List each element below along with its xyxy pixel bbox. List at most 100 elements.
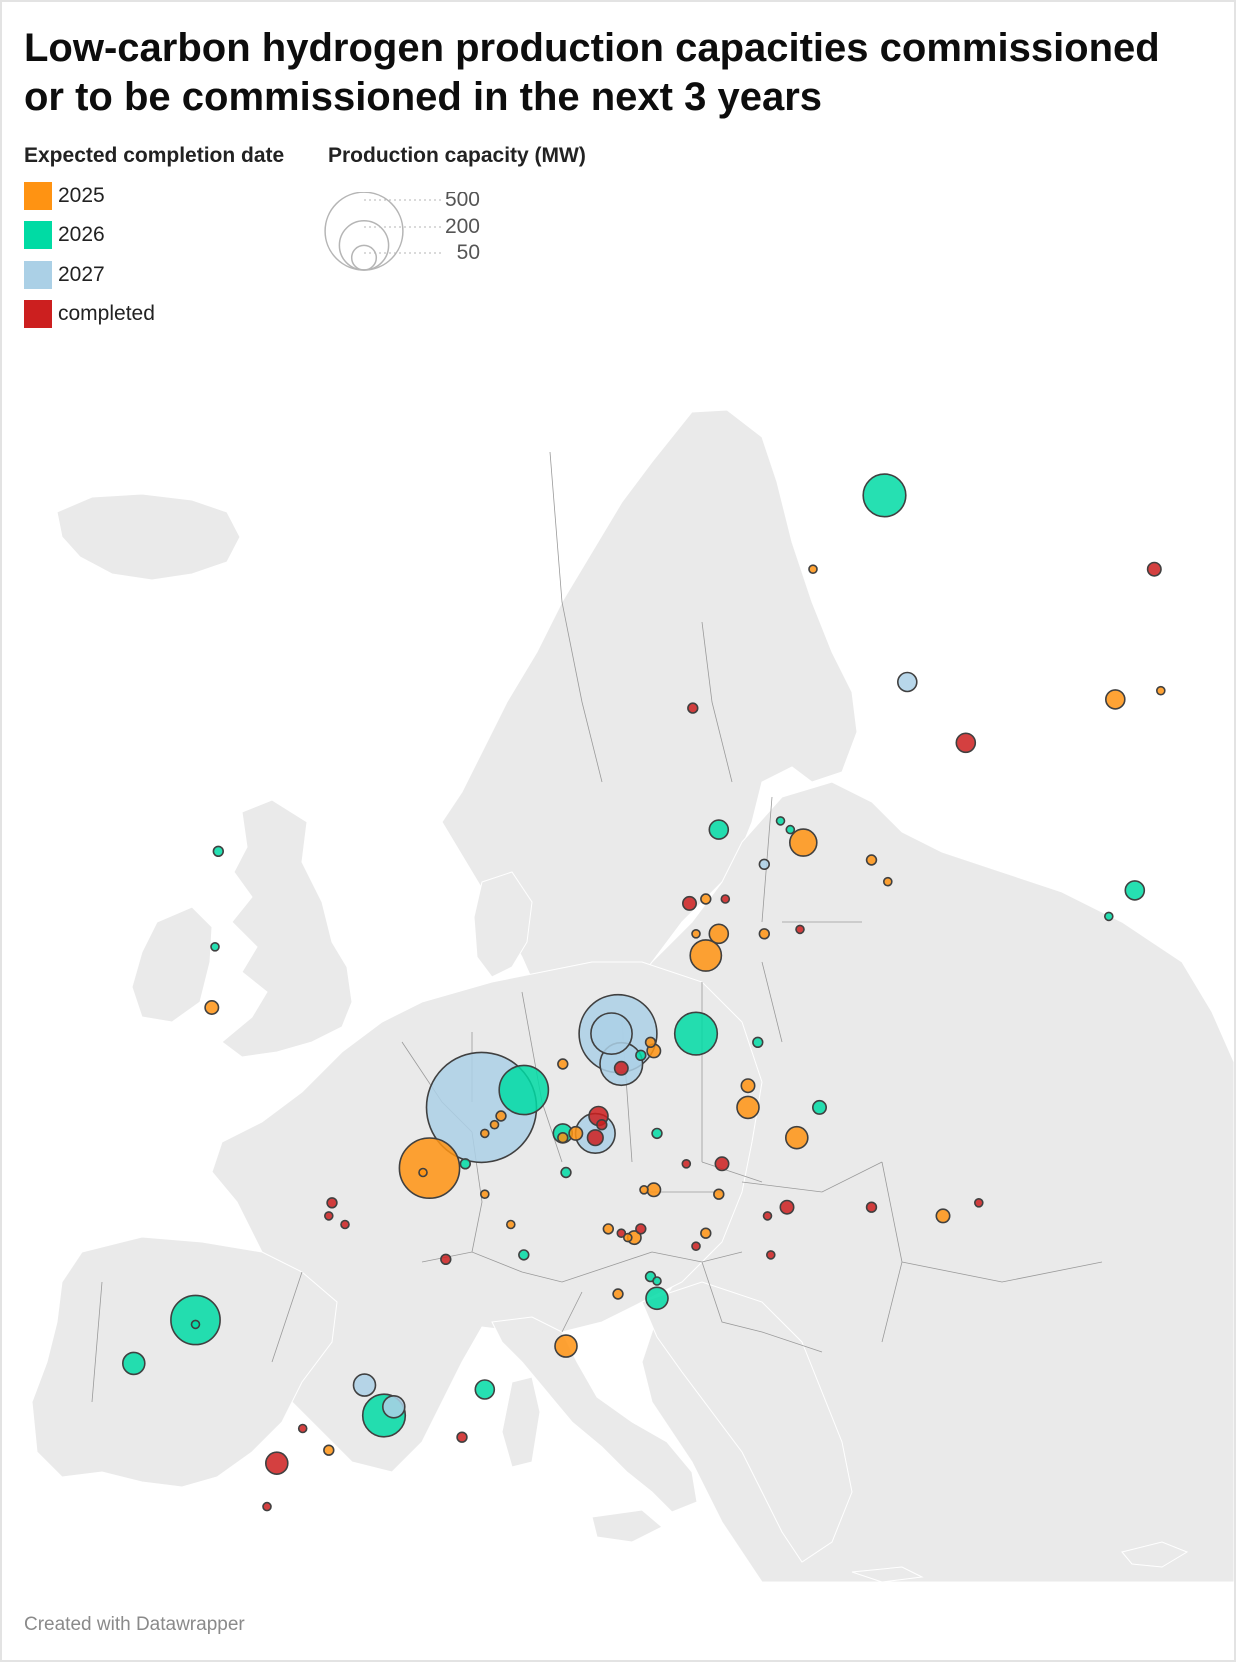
capacity-marker[interactable] <box>700 1227 712 1239</box>
capacity-marker[interactable] <box>635 1223 647 1235</box>
capacity-marker[interactable] <box>646 1182 662 1198</box>
capacity-marker[interactable] <box>495 1110 507 1122</box>
capacity-marker[interactable] <box>264 1451 289 1475</box>
capacity-marker[interactable] <box>596 1118 608 1131</box>
capacity-marker[interactable] <box>212 845 225 857</box>
capacity-marker[interactable] <box>708 819 730 840</box>
capacity-marker[interactable] <box>459 1158 471 1170</box>
capacity-marker[interactable] <box>714 1156 730 1172</box>
capacity-marker[interactable] <box>381 1394 406 1419</box>
capacity-marker[interactable] <box>758 858 770 870</box>
legend-swatch-2027 <box>24 261 52 289</box>
capacity-marker[interactable] <box>700 893 712 905</box>
color-legend-heading: Expected completion date <box>24 144 285 167</box>
capacity-marker[interactable] <box>808 564 818 574</box>
landmass-cyprus <box>1121 1541 1189 1568</box>
capacity-marker[interactable] <box>1146 561 1162 577</box>
capacity-marker[interactable] <box>297 1423 308 1434</box>
capacity-marker[interactable] <box>865 854 878 866</box>
capacity-marker[interactable] <box>518 1249 530 1261</box>
capacity-marker[interactable] <box>554 1334 578 1358</box>
capacity-marker[interactable] <box>557 1058 569 1070</box>
capacity-marker[interactable] <box>644 1036 657 1048</box>
capacity-marker[interactable] <box>489 1119 500 1130</box>
capacity-marker[interactable] <box>865 1201 878 1213</box>
landmass-corsica-sardinia <box>501 1376 541 1468</box>
capacity-marker[interactable] <box>758 928 770 940</box>
legend-item-2027: 2027 <box>24 261 105 289</box>
capacity-marker[interactable] <box>788 828 818 857</box>
capacity-marker[interactable] <box>1124 880 1146 901</box>
capacity-marker[interactable] <box>498 1064 550 1116</box>
capacity-marker[interactable] <box>720 894 731 904</box>
capacity-marker[interactable] <box>896 671 918 693</box>
capacity-marker[interactable] <box>418 1167 428 1178</box>
capacity-marker[interactable] <box>326 1197 338 1209</box>
capacity-marker[interactable] <box>882 876 893 887</box>
capacity-marker[interactable] <box>955 732 977 754</box>
capacity-marker[interactable] <box>673 1011 719 1056</box>
capacity-marker[interactable] <box>795 924 805 935</box>
capacity-marker[interactable] <box>762 1211 773 1221</box>
capacity-marker[interactable] <box>616 1228 627 1239</box>
capacity-marker[interactable] <box>505 1219 516 1230</box>
capacity-marker[interactable] <box>785 824 796 835</box>
capacity-marker[interactable] <box>568 1125 584 1141</box>
capacity-marker[interactable] <box>689 939 723 972</box>
capacity-marker[interactable] <box>736 1095 760 1120</box>
capacity-marker[interactable] <box>323 1444 335 1456</box>
capacity-marker[interactable] <box>645 1286 669 1311</box>
capacity-marker[interactable] <box>479 1128 490 1139</box>
capacity-marker[interactable] <box>474 1379 496 1400</box>
capacity-marker[interactable] <box>440 1253 452 1265</box>
capacity-marker[interactable] <box>323 1211 334 1221</box>
legend-swatch-2025 <box>24 182 52 210</box>
capacity-marker[interactable] <box>1104 911 1114 922</box>
capacity-marker[interactable] <box>560 1166 572 1179</box>
capacity-marker[interactable] <box>622 1232 633 1243</box>
capacity-marker[interactable] <box>752 1036 764 1048</box>
capacity-marker[interactable] <box>557 1131 569 1144</box>
capacity-marker[interactable] <box>862 473 907 518</box>
marker-layer <box>122 473 1166 1512</box>
capacity-marker[interactable] <box>340 1219 350 1230</box>
legend-label-completed: completed <box>58 302 155 325</box>
capacity-marker[interactable] <box>479 1189 490 1200</box>
capacity-marker[interactable] <box>602 1223 614 1235</box>
capacity-marker[interactable] <box>204 999 220 1015</box>
capacity-marker[interactable] <box>586 1129 604 1147</box>
capacity-marker[interactable] <box>613 1060 629 1076</box>
capacity-marker[interactable] <box>687 702 699 714</box>
capacity-marker[interactable] <box>612 1288 624 1300</box>
landmass-iceland <box>56 493 241 581</box>
capacity-marker[interactable] <box>681 1158 692 1169</box>
capacity-marker[interactable] <box>456 1431 468 1443</box>
capacity-marker[interactable] <box>973 1197 984 1208</box>
capacity-marker[interactable] <box>652 1276 662 1286</box>
capacity-marker[interactable] <box>1105 689 1126 710</box>
capacity-marker[interactable] <box>590 1012 633 1056</box>
capacity-marker[interactable] <box>635 1049 647 1061</box>
capacity-marker[interactable] <box>784 1125 809 1150</box>
capacity-marker[interactable] <box>190 1319 201 1330</box>
capacity-marker[interactable] <box>639 1184 649 1195</box>
capacity-marker[interactable] <box>765 1250 776 1260</box>
legend-item-completed: completed <box>24 300 155 328</box>
capacity-marker[interactable] <box>1156 685 1166 696</box>
capacity-marker[interactable] <box>740 1078 756 1094</box>
capacity-marker[interactable] <box>775 816 786 826</box>
capacity-marker[interactable] <box>935 1208 951 1224</box>
capacity-marker[interactable] <box>651 1127 663 1140</box>
capacity-marker[interactable] <box>122 1351 146 1376</box>
capacity-marker[interactable] <box>262 1501 272 1512</box>
capacity-marker[interactable] <box>352 1373 377 1397</box>
capacity-marker[interactable] <box>210 941 220 952</box>
capacity-marker[interactable] <box>691 928 701 939</box>
capacity-marker[interactable] <box>713 1188 725 1200</box>
capacity-marker[interactable] <box>779 1199 795 1215</box>
capacity-marker[interactable] <box>398 1137 461 1200</box>
capacity-marker[interactable] <box>681 895 697 911</box>
capacity-marker[interactable] <box>708 923 730 945</box>
capacity-marker[interactable] <box>811 1099 827 1115</box>
capacity-marker[interactable] <box>691 1241 701 1252</box>
